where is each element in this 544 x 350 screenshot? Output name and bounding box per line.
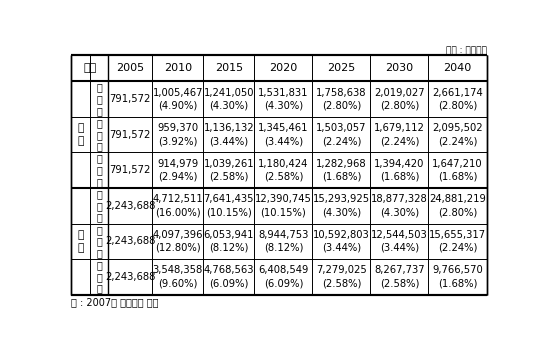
Text: (1.68%): (1.68%) <box>438 278 477 288</box>
Text: 4,097,396: 4,097,396 <box>153 230 203 240</box>
Text: 주 : 2007년 불변가격 기준: 주 : 2007년 불변가격 기준 <box>71 297 159 307</box>
Text: 1,394,420: 1,394,420 <box>374 159 425 169</box>
Text: 1,679,112: 1,679,112 <box>374 123 425 133</box>
Text: 1,503,057: 1,503,057 <box>316 123 367 133</box>
Text: 24,881,219: 24,881,219 <box>429 194 486 204</box>
Text: (4.30%): (4.30%) <box>264 100 303 111</box>
Text: 791,572: 791,572 <box>109 94 151 104</box>
Text: (2.80%): (2.80%) <box>380 100 419 111</box>
Text: 1,039,261: 1,039,261 <box>203 159 254 169</box>
Text: 12,544,503: 12,544,503 <box>371 230 428 240</box>
Text: 914,979: 914,979 <box>157 159 199 169</box>
Text: 7,641,435: 7,641,435 <box>203 194 254 204</box>
Text: (2.80%): (2.80%) <box>438 100 477 111</box>
Text: (16.00%): (16.00%) <box>155 207 201 217</box>
Text: 4,768,563: 4,768,563 <box>203 265 254 275</box>
Text: (8.12%): (8.12%) <box>209 243 249 253</box>
Text: 2025: 2025 <box>327 63 356 73</box>
Text: (2.80%): (2.80%) <box>322 100 361 111</box>
Text: 단위 : 백만달러: 단위 : 백만달러 <box>446 47 486 56</box>
Text: 비
관
적: 비 관 적 <box>96 154 102 187</box>
Text: (2.24%): (2.24%) <box>322 136 361 146</box>
Text: 2,243,688: 2,243,688 <box>105 272 156 282</box>
Text: (4.30%): (4.30%) <box>209 100 249 111</box>
Text: 중
립
적: 중 립 적 <box>96 118 102 151</box>
Text: 한
국: 한 국 <box>77 123 84 146</box>
Text: 2040: 2040 <box>443 63 472 73</box>
Text: 1,180,424: 1,180,424 <box>258 159 308 169</box>
Text: 2005: 2005 <box>116 63 144 73</box>
Text: 959,370: 959,370 <box>157 123 199 133</box>
Text: 4,712,511: 4,712,511 <box>152 194 203 204</box>
Text: 낙
관
적: 낙 관 적 <box>96 189 102 222</box>
Text: 1,531,831: 1,531,831 <box>258 88 308 98</box>
Text: 8,267,737: 8,267,737 <box>374 265 425 275</box>
Text: (3.44%): (3.44%) <box>322 243 361 253</box>
Text: (2.94%): (2.94%) <box>158 172 197 182</box>
Text: 2010: 2010 <box>164 63 192 73</box>
Text: 2,243,688: 2,243,688 <box>105 201 156 211</box>
Text: (9.60%): (9.60%) <box>158 278 197 288</box>
Text: 2,019,027: 2,019,027 <box>374 88 425 98</box>
Text: 10,592,803: 10,592,803 <box>313 230 370 240</box>
Text: (6.09%): (6.09%) <box>209 278 249 288</box>
Text: (3.92%): (3.92%) <box>158 136 197 146</box>
Text: 8,944,753: 8,944,753 <box>258 230 308 240</box>
Text: (4.90%): (4.90%) <box>158 100 197 111</box>
Text: 2,095,502: 2,095,502 <box>432 123 483 133</box>
Text: (4.30%): (4.30%) <box>322 207 361 217</box>
Text: 1,647,210: 1,647,210 <box>432 159 483 169</box>
Text: 1,345,461: 1,345,461 <box>258 123 308 133</box>
Text: 2,243,688: 2,243,688 <box>105 236 156 246</box>
Text: (1.68%): (1.68%) <box>322 172 361 182</box>
Text: (12.80%): (12.80%) <box>155 243 201 253</box>
Text: 15,655,317: 15,655,317 <box>429 230 486 240</box>
Text: (2.24%): (2.24%) <box>438 243 477 253</box>
Text: (3.44%): (3.44%) <box>380 243 419 253</box>
Text: 1,758,638: 1,758,638 <box>316 88 367 98</box>
Text: 6,053,941: 6,053,941 <box>203 230 254 240</box>
Text: (10.15%): (10.15%) <box>206 207 252 217</box>
Text: (1.68%): (1.68%) <box>438 172 477 182</box>
Text: 3,548,358: 3,548,358 <box>153 265 203 275</box>
Text: 1,282,968: 1,282,968 <box>316 159 367 169</box>
Text: 1,005,467: 1,005,467 <box>153 88 203 98</box>
Text: 18,877,328: 18,877,328 <box>371 194 428 204</box>
Text: (8.12%): (8.12%) <box>264 243 303 253</box>
Text: (4.30%): (4.30%) <box>380 207 419 217</box>
Text: 2030: 2030 <box>385 63 413 73</box>
Text: (3.44%): (3.44%) <box>264 136 303 146</box>
Text: 낙
관
적: 낙 관 적 <box>96 83 102 116</box>
Text: (1.68%): (1.68%) <box>380 172 419 182</box>
Text: (2.58%): (2.58%) <box>209 172 249 182</box>
Text: 비
관
적: 비 관 적 <box>96 260 102 293</box>
Text: 7,279,025: 7,279,025 <box>316 265 367 275</box>
Text: 중
국: 중 국 <box>77 230 84 253</box>
Text: 791,572: 791,572 <box>109 130 151 140</box>
Text: (2.24%): (2.24%) <box>380 136 419 146</box>
Text: (2.24%): (2.24%) <box>438 136 477 146</box>
Text: 791,572: 791,572 <box>109 165 151 175</box>
Text: 2020: 2020 <box>269 63 298 73</box>
Text: 12,390,745: 12,390,745 <box>255 194 312 204</box>
Text: 구분: 구분 <box>83 63 96 73</box>
Text: 6,408,549: 6,408,549 <box>258 265 308 275</box>
Text: (6.09%): (6.09%) <box>264 278 303 288</box>
Text: 1,241,050: 1,241,050 <box>203 88 254 98</box>
Text: 중
립
적: 중 립 적 <box>96 225 102 258</box>
Text: (10.15%): (10.15%) <box>261 207 306 217</box>
Text: (2.80%): (2.80%) <box>438 207 477 217</box>
Text: (2.58%): (2.58%) <box>264 172 303 182</box>
Text: (3.44%): (3.44%) <box>209 136 249 146</box>
Text: 9,766,570: 9,766,570 <box>432 265 483 275</box>
Text: (2.58%): (2.58%) <box>322 278 361 288</box>
Text: 15,293,925: 15,293,925 <box>313 194 370 204</box>
Text: 2,661,174: 2,661,174 <box>432 88 483 98</box>
Text: (2.58%): (2.58%) <box>380 278 419 288</box>
Text: 2015: 2015 <box>215 63 243 73</box>
Text: 1,136,132: 1,136,132 <box>203 123 254 133</box>
